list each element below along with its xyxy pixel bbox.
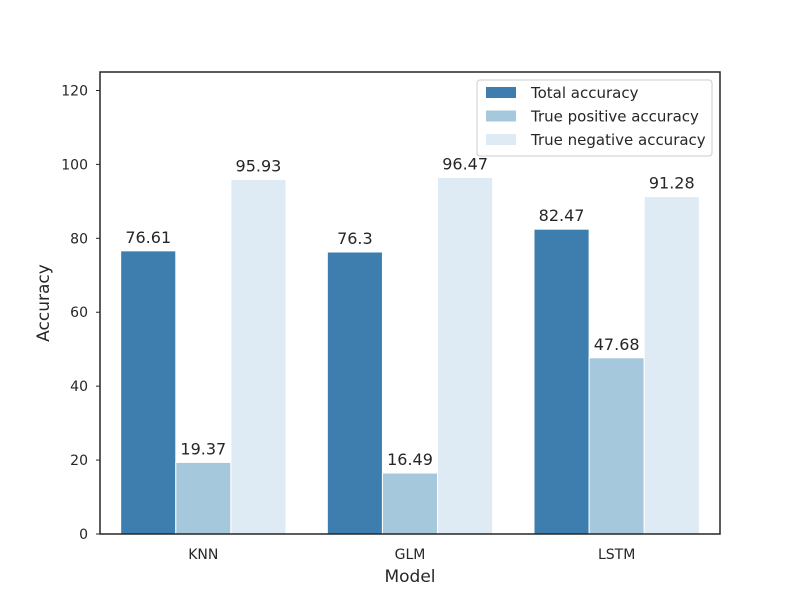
bar-lstm-series-2 — [643, 196, 700, 535]
bar-value-label: 16.49 — [387, 450, 433, 469]
bar-glm-series-1 — [381, 472, 439, 535]
x-tick-label: KNN — [188, 547, 218, 563]
bar-glm-series-0 — [326, 251, 383, 535]
y-tick-label: 120 — [61, 83, 88, 99]
bar-lstm-series-0 — [533, 228, 590, 535]
x-tick-label: LSTM — [598, 547, 635, 563]
bars-layer — [120, 176, 700, 535]
legend-swatch — [486, 110, 516, 122]
bar-value-label: 19.37 — [180, 439, 226, 458]
plot-frame — [99, 71, 721, 535]
legend-swatch — [486, 134, 516, 145]
bar-knn-series-0 — [120, 250, 177, 535]
bar-knn-series-2 — [230, 178, 287, 535]
bar-knn-series-1 — [175, 461, 232, 535]
bar-value-label: 76.3 — [337, 229, 373, 248]
y-tick-label: 0 — [79, 527, 88, 543]
bar-value-label: 95.93 — [236, 156, 282, 175]
x-axis-label: Model — [384, 567, 435, 587]
bar-value-label: 47.68 — [594, 335, 640, 354]
y-tick-label: 100 — [61, 157, 88, 173]
legend-items: Total accuracy True positive accuracy True… — [486, 84, 706, 149]
y-axis-label: Accuracy — [34, 264, 54, 342]
bar-value-label: 82.47 — [539, 206, 585, 225]
x-axis: KNN GLM LSTM — [188, 547, 635, 563]
legend-label: True negative accuracy — [530, 131, 706, 149]
y-tick-label: 20 — [70, 453, 88, 469]
y-axis: 0 20 40 60 80 100 120 — [61, 83, 100, 543]
bar-labels-layer: 76.61 19.37 95.93 76.3 16.49 96.47 82.47 47.68 9… — [125, 154, 694, 469]
y-tick-label: 80 — [70, 231, 88, 247]
bar-lstm-series-1 — [588, 357, 645, 535]
legend-swatch — [486, 87, 516, 98]
bar-value-label: 76.61 — [125, 228, 171, 247]
legend: Total accuracy True positive accuracy True… — [476, 79, 713, 157]
bar-value-label: 91.28 — [649, 174, 695, 193]
y-tick-label: 60 — [70, 305, 88, 321]
x-tick-label: GLM — [395, 547, 426, 563]
bar-glm-series-2 — [437, 176, 494, 535]
legend-frame — [476, 79, 713, 157]
legend-label: True positive accuracy — [530, 108, 699, 126]
bar-value-label: 96.47 — [442, 154, 488, 173]
y-tick-label: 40 — [70, 379, 88, 395]
legend-label: Total accuracy — [530, 84, 639, 102]
